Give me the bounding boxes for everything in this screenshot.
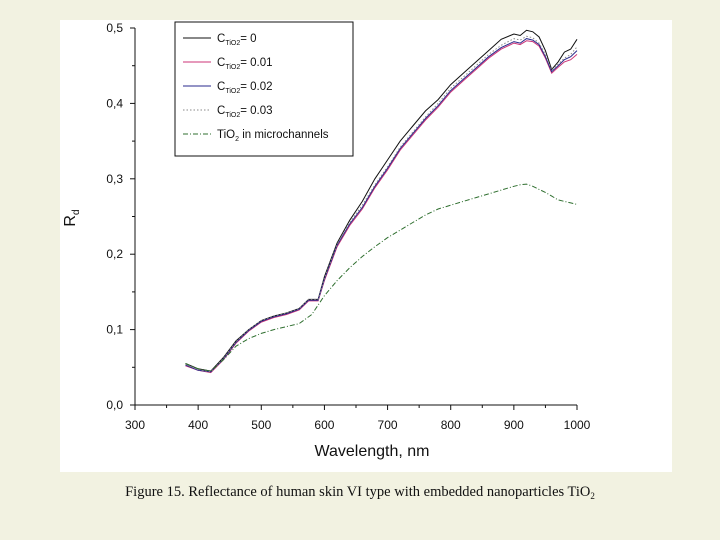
y-tick-label: 0,2 [106,247,123,261]
figure-caption: Figure 15. Reflectance of human skin VI … [0,484,720,501]
y-axis-title-sub: d [71,209,82,215]
series-line-1 [185,29,578,372]
x-tick-label: 900 [504,418,524,432]
y-tick-label: 0,1 [106,323,123,337]
x-tick-label: 600 [314,418,334,432]
legend: CTiO2= 0 CTiO2= 0.01 CTiO2= 0.02 CTiO2= 0.0… [174,21,354,157]
x-tick-label: 500 [251,418,271,432]
series-line-2 [185,40,578,374]
axes: 300 400 500 600 700 800 900 1000 0,0 0,1 0,2 0,3 0,4… [106,21,590,432]
series-line-3 [185,38,578,373]
y-axis-title-main: R [62,215,79,227]
y-tick-label: 0,3 [106,172,123,186]
caption-tail: O [579,484,591,500]
y-axis-title-group: Rd [62,209,82,226]
x-tick-label: 300 [125,418,145,432]
y-tick-label: 0,0 [106,398,123,412]
caption-text: Figure 15. Reflectance of human skin VI … [125,484,580,500]
legend-label-4: CTiO2= 0.03 [217,105,273,119]
caption-tail-sub: 2 [590,491,595,501]
x-axis-title: Wavelength, nm [314,443,429,460]
chart: 300 400 500 600 700 800 900 1000 0,0 0,1 0,2 0,3 0,4… [62,21,591,460]
x-tick-label: 700 [378,418,398,432]
plot-panel: 300 400 500 600 700 800 900 1000 0,0 0,1 0,2 0,3 0,4… [60,20,672,472]
y-tick-label: 0,4 [106,96,123,110]
series-line-5 [185,183,578,372]
series-layer [185,29,578,374]
x-tick-label: 800 [441,418,461,432]
x-tick-label: 400 [188,418,208,432]
legend-label-3: CTiO2= 0.02 [217,81,273,95]
y-tick-label: 0,5 [106,21,123,35]
x-tick-label: 1000 [564,418,591,432]
legend-label-2: CTiO2= 0.01 [217,57,273,71]
y-axis-title: Rd [62,209,82,226]
legend-label-1: CTiO2= 0 [217,33,257,47]
legend-label-5: TiO2 in microchannels [217,129,329,143]
